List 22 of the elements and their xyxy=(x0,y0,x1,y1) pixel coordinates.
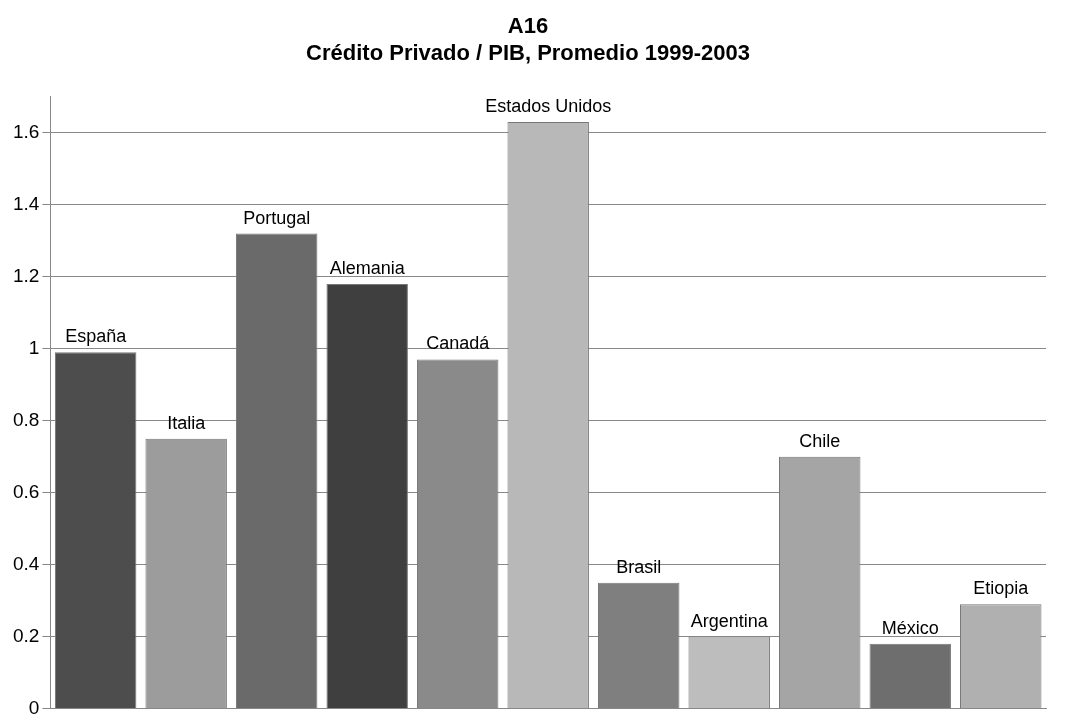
x-tick-label: Etiopia xyxy=(973,578,1030,599)
x-tick-label: Alemania xyxy=(329,257,406,278)
y-tick-label: 0.4 xyxy=(12,552,40,574)
y-tick-label: 0.2 xyxy=(12,624,40,646)
y-tick-label: 0 xyxy=(28,696,40,718)
x-tick-label: Brasil xyxy=(616,556,662,577)
chart-subtitle: Crédito Privado / PIB, Promedio 1999-2003 xyxy=(306,39,750,65)
y-tick-label: 1.6 xyxy=(12,121,40,143)
y-tick-label: 1.2 xyxy=(12,264,40,286)
x-tick-label: Chile xyxy=(799,430,841,451)
x-tick-label: Estados Unidos xyxy=(485,95,612,116)
x-tick-label: Argentina xyxy=(690,610,769,631)
x-tick-label: México xyxy=(881,617,939,638)
y-tick-label: 1 xyxy=(28,336,40,358)
y-tick-label: 1.4 xyxy=(12,193,40,214)
chart-title: A16 xyxy=(507,13,549,39)
y-tick-label: 0.8 xyxy=(12,408,40,430)
y-tick-label: 0.6 xyxy=(12,480,40,502)
x-tick-label: Portugal xyxy=(243,207,311,228)
x-tick-label: Canadá xyxy=(426,333,491,354)
x-tick-label: España xyxy=(65,326,128,347)
x-tick-label: Italia xyxy=(167,412,207,433)
